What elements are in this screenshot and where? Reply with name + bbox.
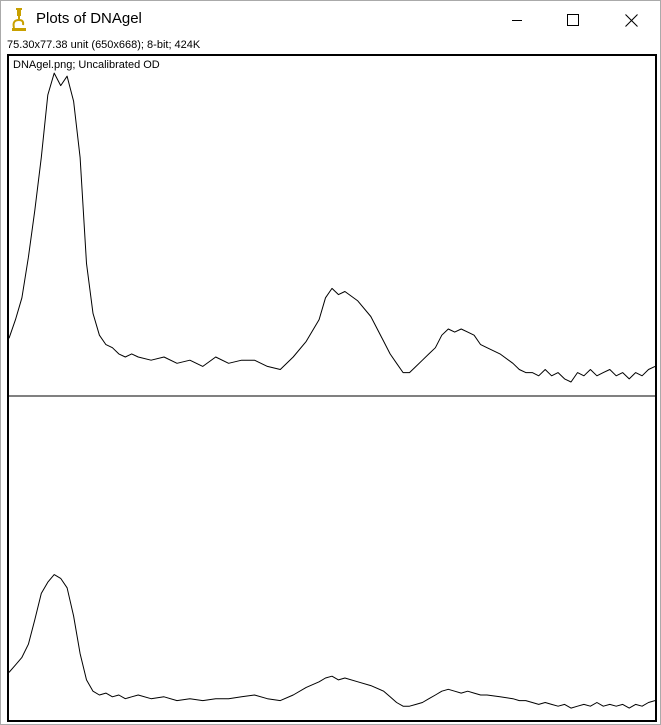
lane-1-profile-line	[9, 72, 655, 383]
plot-area[interactable]: DNAgel.png; Uncalibrated OD	[7, 54, 657, 722]
close-button[interactable]	[608, 1, 654, 39]
image-info: 75.30x77.38 unit (650x668); 8-bit; 424K	[7, 39, 201, 51]
maximize-button[interactable]	[550, 1, 596, 39]
microscope-icon[interactable]	[9, 8, 29, 32]
title-bar[interactable]: Plots of DNAgel	[1, 1, 660, 39]
minimize-icon	[512, 20, 522, 21]
lane-2-profile-line	[9, 574, 655, 709]
close-icon	[624, 13, 638, 27]
minimize-button[interactable]	[494, 1, 540, 39]
plot-caption: DNAgel.png; Uncalibrated OD	[13, 59, 160, 71]
window-title: Plots of DNAgel	[36, 10, 142, 27]
lane-profiles-chart	[9, 72, 655, 709]
maximize-icon	[567, 14, 579, 26]
